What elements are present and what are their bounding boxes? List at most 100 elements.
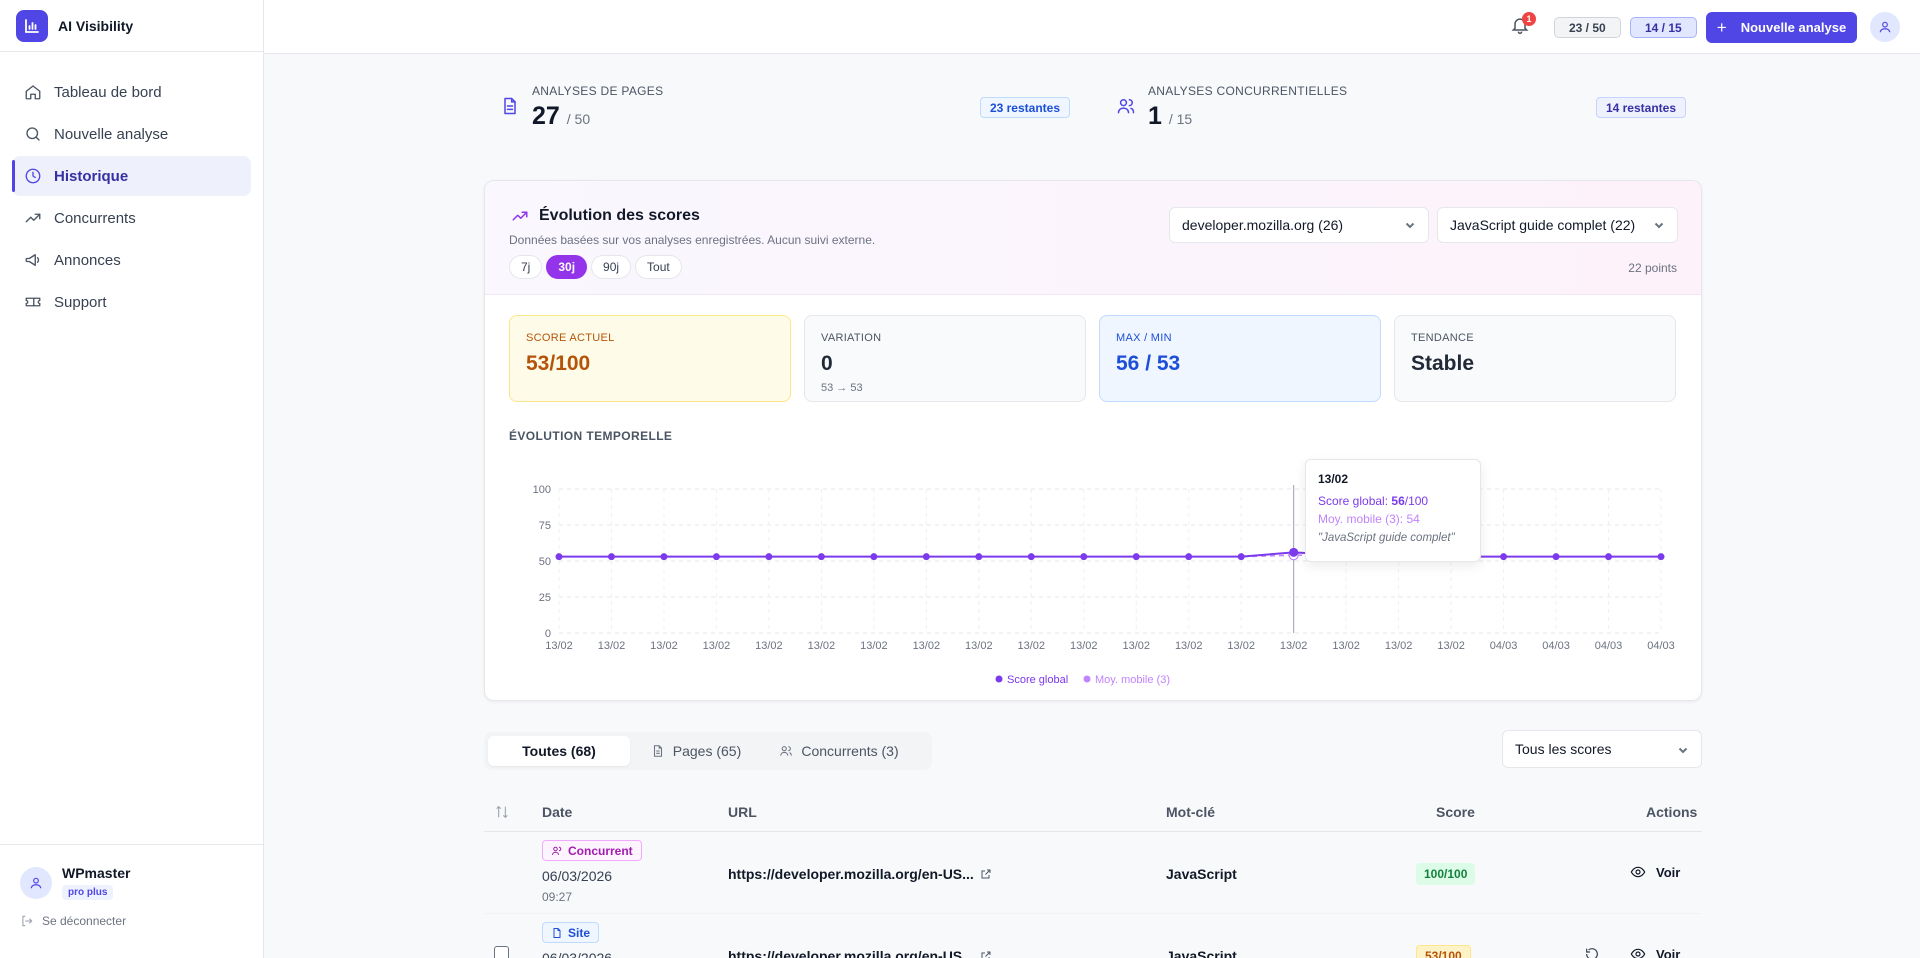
column-actions: Actions [1646,804,1698,820]
pages-quota-badge: 23 / 50 [1554,17,1621,38]
x-tick-label: 13/02 [1122,640,1150,652]
variation-card: VARIATION 0 53 → 53 [804,315,1086,402]
account-avatar-button[interactable] [1870,12,1900,42]
user-info: WPmaster pro plus [62,865,130,900]
x-tick-label: 04/03 [1647,640,1675,652]
type-badge-site: Site [542,922,600,943]
row-date: 06/03/2026 [542,950,613,958]
plus-icon: + [1716,17,1727,37]
legend-swatch [995,675,1003,683]
chart-title: ÉVOLUTION TEMPORELLE [509,429,673,443]
sidebar-item-history[interactable]: Historique [12,156,251,196]
tab-competitors[interactable]: Concurrents (3) [764,736,914,766]
eye-icon [1630,866,1646,878]
usage-used: 27 [532,102,560,130]
row-score-badge: 53/100 [1416,945,1471,958]
document-icon [553,927,561,938]
tooltip-keyword: "JavaScript guide complet" [1318,532,1455,544]
row-checkbox[interactable] [494,946,509,958]
tooltip-global-suffix: /100 [1404,494,1429,508]
sidebar-item-label: Support [54,293,107,311]
data-point [870,553,878,561]
legend-label: Score global [1007,674,1068,686]
tab-all[interactable]: Toutes (68) [488,736,630,766]
chevron-down-icon [1654,222,1664,229]
notifications-button[interactable]: 1 [1510,12,1536,39]
score-evolution-card: Évolution des scores Données basées sur … [484,180,1702,701]
trending-up-icon [512,211,528,221]
tooltip-mobile-average: Moy. mobile (3): 54 [1318,512,1468,526]
data-point [1027,553,1035,561]
stat-label: TENDANCE [1411,332,1474,344]
row-url: https://developer.mozilla.org/en-US... [728,948,974,958]
new-analysis-label: Nouvelle analyse [1740,20,1847,35]
chevron-down-icon [1678,747,1688,754]
row-url-link[interactable]: https://developer.mozilla.org/en-US... [728,866,992,882]
user-profile[interactable]: WPmaster pro plus [20,865,243,900]
keyword-select[interactable]: JavaScript guide complet (22) [1437,207,1678,243]
row-time: 09:27 [542,890,573,904]
range-7d-button[interactable]: 7j [509,255,543,279]
column-score[interactable]: Score [1436,804,1475,820]
competitor-usage: ANALYSES CONCURRENTIELLES 1 / 15 14 rest… [1116,80,1686,136]
logout-button[interactable]: Se déconnecter [20,914,243,928]
legend-label: Moy. mobile (3) [1095,674,1170,686]
score-filter-select[interactable]: Tous les scores [1502,730,1702,768]
sort-toggle-icon[interactable] [494,804,510,820]
users-icon [552,846,562,855]
view-button[interactable]: Voir [1630,864,1680,880]
column-url[interactable]: URL [728,804,757,820]
sidebar-item-announcements[interactable]: Annonces [12,240,251,280]
usage-total: / 50 [566,111,591,127]
y-tick-label: 50 [539,556,551,568]
stat-sub: 53 → 53 [821,382,863,394]
range-all-button[interactable]: Tout [635,255,682,279]
chevron-down-icon [1405,222,1415,229]
megaphone-icon [25,254,40,266]
view-button[interactable]: Voir [1630,946,1680,958]
sidebar-item-new-analysis[interactable]: Nouvelle analyse [12,114,251,154]
eye-icon [1630,948,1646,958]
range-selector: 7j 30j 90j Tout [509,255,682,279]
stat-value: 56 / 53 [1116,352,1181,375]
view-label: Voir [1656,864,1681,880]
external-link-icon [981,951,991,958]
range-30d-button[interactable]: 30j [546,255,588,279]
reanalyze-icon[interactable] [1584,946,1600,958]
x-tick-label: 13/02 [545,640,573,652]
sidebar-item-support[interactable]: Support [12,282,251,322]
x-tick-label: 13/02 [650,640,678,652]
stat-value: Stable [1411,352,1475,375]
new-analysis-button[interactable]: + Nouvelle analyse [1706,12,1857,43]
row-url-link[interactable]: https://developer.mozilla.org/en-US... [728,948,992,958]
evolution-title-text: Évolution des scores [539,207,700,224]
legend-swatch [1083,675,1091,683]
usage-value: 1 / 15 [1148,102,1192,131]
domain-select[interactable]: developer.mozilla.org (26) [1169,207,1429,243]
sidebar-item-competitors[interactable]: Concurrents [12,198,251,238]
remaining-badge: 23 restantes [979,97,1070,118]
type-label: Concurrent [568,843,633,858]
data-point [1500,553,1508,561]
sidebar-item-dashboard[interactable]: Tableau de bord [12,72,251,112]
tab-pages[interactable]: Pages (65) [636,736,756,766]
type-badge-competitor: Concurrent [542,840,642,861]
domain-select-value: developer.mozilla.org (26) [1182,217,1344,233]
y-tick-label: 0 [545,628,551,640]
data-point [1132,553,1140,561]
stat-value: 53/100 [526,352,591,375]
sidebar-item-label: Historique [54,167,129,185]
range-90d-button[interactable]: 90j [591,255,632,279]
data-point [975,553,983,561]
column-keyword[interactable]: Mot-clé [1166,804,1215,820]
tooltip-mobile-value: 54 [1406,512,1420,526]
stat-label: MAX / MIN [1116,332,1172,344]
avatar [20,866,52,899]
logout-label: Se déconnecter [42,914,127,928]
view-label: Voir [1656,946,1681,958]
brand[interactable]: AI Visibility [0,0,263,52]
users-icon [780,746,793,756]
column-date[interactable]: Date [542,804,573,820]
pages-usage: ANALYSES DE PAGES 27 / 50 23 restantes [500,80,1070,136]
